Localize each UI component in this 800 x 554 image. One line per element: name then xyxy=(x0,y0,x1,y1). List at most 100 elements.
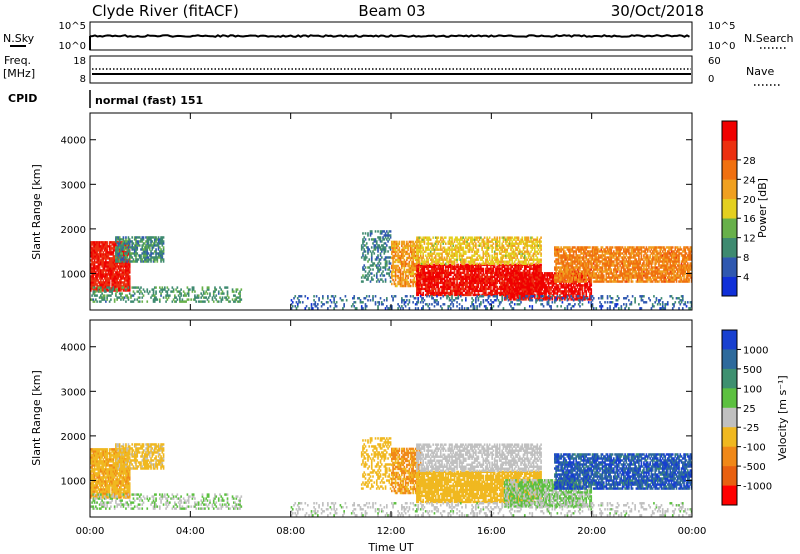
power-cell xyxy=(409,278,412,282)
power-cell xyxy=(427,279,430,283)
power-cell xyxy=(434,246,437,249)
power-cell xyxy=(161,252,164,255)
power-cell xyxy=(413,268,416,272)
power-cell xyxy=(502,269,505,273)
power-cell xyxy=(436,269,438,273)
power-cell xyxy=(101,271,103,274)
power-cell xyxy=(128,287,131,290)
power-cell xyxy=(443,248,446,251)
power-cell xyxy=(397,280,399,284)
power-cell xyxy=(122,269,125,272)
power-cell xyxy=(102,271,105,274)
power-cell xyxy=(101,247,103,250)
power-cell xyxy=(417,265,419,269)
power-cell xyxy=(145,260,147,263)
power-cell xyxy=(408,260,411,264)
power-cell xyxy=(461,293,463,297)
power-cell xyxy=(508,291,511,295)
power-cell xyxy=(444,250,447,253)
power-cell xyxy=(111,247,113,250)
power-cell xyxy=(439,262,442,265)
power-cell xyxy=(506,265,509,269)
power-cell xyxy=(515,273,517,277)
power-cell xyxy=(421,271,423,275)
power-cell xyxy=(471,265,473,269)
power-cell xyxy=(128,279,131,282)
power-cell xyxy=(503,246,506,249)
power-cell xyxy=(417,275,419,279)
power-cell xyxy=(116,242,118,245)
power-cell xyxy=(120,238,122,241)
power-cell xyxy=(453,254,456,257)
power-cell xyxy=(418,289,421,293)
power-cell xyxy=(486,240,488,243)
power-cell xyxy=(121,252,123,255)
power-cell xyxy=(123,248,126,251)
power-cell xyxy=(91,275,93,278)
power-cell xyxy=(220,300,223,303)
power-cell xyxy=(462,254,465,257)
power-cell xyxy=(507,254,510,257)
power-cell xyxy=(155,250,157,253)
power-cell xyxy=(93,279,96,282)
power-cell xyxy=(456,291,458,295)
power-cell xyxy=(500,248,502,251)
power-cell xyxy=(160,260,162,263)
power-cell xyxy=(538,269,541,273)
power-cell xyxy=(370,258,373,261)
power-cell xyxy=(101,298,103,301)
power-cell xyxy=(98,265,101,268)
power-cell xyxy=(394,276,397,280)
power-cell xyxy=(540,244,542,247)
power-cell xyxy=(100,247,102,250)
power-cell xyxy=(396,246,398,250)
power-cell xyxy=(417,285,419,289)
power-cell xyxy=(93,286,96,289)
power-cell xyxy=(458,291,461,295)
power-cell xyxy=(143,250,146,253)
power-cell xyxy=(393,280,396,284)
power-cell xyxy=(111,283,113,286)
power-cell xyxy=(466,277,468,281)
power-cell xyxy=(500,246,502,249)
power-cell xyxy=(92,283,95,286)
power-cell xyxy=(432,277,435,281)
power-cell xyxy=(482,279,485,283)
power-cell xyxy=(431,271,433,275)
power-cell xyxy=(126,244,129,247)
power-cell xyxy=(528,269,531,273)
power-cell xyxy=(423,265,426,269)
power-cell xyxy=(438,256,441,259)
power-cell xyxy=(123,260,126,263)
power-cell xyxy=(161,258,164,261)
power-cell xyxy=(156,244,159,247)
power-cell xyxy=(125,275,127,278)
power-cell xyxy=(98,283,101,286)
power-cell xyxy=(111,265,113,268)
power-cell xyxy=(426,287,428,291)
power-cell xyxy=(462,289,465,293)
power-cell xyxy=(92,255,95,258)
power-cell xyxy=(110,245,112,248)
power-cell xyxy=(117,267,120,270)
power-cell xyxy=(123,273,126,276)
power-cell xyxy=(364,270,367,273)
power-cell xyxy=(421,285,423,289)
power-cell xyxy=(512,267,515,271)
power-cell xyxy=(136,260,139,263)
power-cell xyxy=(108,253,111,256)
power-cell xyxy=(486,238,488,241)
power-cell xyxy=(473,260,476,263)
power-cell xyxy=(437,277,440,281)
power-cell xyxy=(495,260,497,263)
power-cell xyxy=(497,275,500,279)
power-cell xyxy=(379,232,382,235)
power-cell xyxy=(372,250,374,253)
power-cell xyxy=(175,288,177,291)
power-cell xyxy=(95,251,97,254)
power-cell xyxy=(498,238,501,241)
power-cell xyxy=(150,250,152,253)
power-cell xyxy=(468,275,471,279)
power-cell xyxy=(477,263,480,267)
power-cell xyxy=(98,255,101,258)
